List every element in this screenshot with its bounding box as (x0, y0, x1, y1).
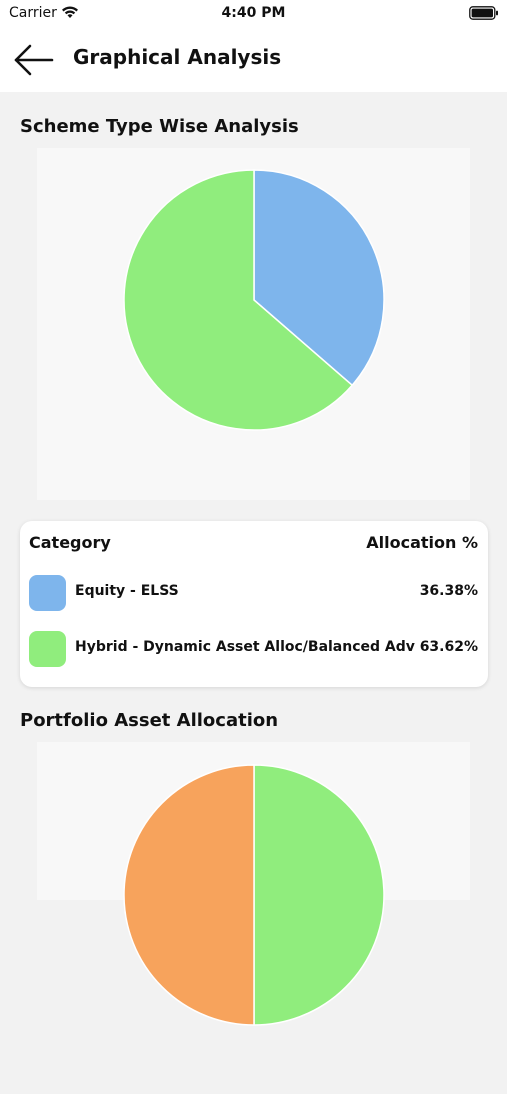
legend-row-equity[interactable]: Equity - ELSS 36.38% (20, 574, 488, 612)
legend-header-allocation: Allocation % (366, 533, 478, 552)
portfolio-pie-slice-1[interactable] (123, 764, 255, 1026)
scheme-type-pie-slice-1[interactable] (123, 169, 354, 431)
legend-swatch-hybrid (29, 631, 66, 667)
status-bar: Carrier 4:40 PM (0, 0, 507, 30)
scheme-type-pie-chart (37, 148, 470, 500)
page-title: Graphical Analysis (73, 45, 282, 69)
legend-swatch-equity (29, 575, 66, 611)
back-arrow-icon (14, 44, 54, 76)
wifi-icon (62, 6, 78, 18)
battery-icon (469, 6, 498, 20)
legend-header-category: Category (29, 533, 111, 552)
legend-label: Hybrid - Dynamic Asset Alloc/Balanced Ad… (75, 639, 415, 655)
back-button[interactable] (10, 40, 58, 80)
carrier-label: Carrier (9, 5, 57, 21)
navigation-bar: Graphical Analysis (0, 30, 507, 92)
portfolio-allocation-pie-svg (123, 764, 385, 1026)
scheme-type-section-title: Scheme Type Wise Analysis (20, 116, 299, 137)
scheme-type-pie-svg (123, 169, 385, 431)
legend-value: 63.62% (419, 639, 478, 655)
allocation-legend-card: Category Allocation % Equity - ELSS 36.3… (20, 521, 488, 687)
legend-row-hybrid[interactable]: Hybrid - Dynamic Asset Alloc/Balanced Ad… (20, 630, 488, 668)
portfolio-allocation-pie-chart (37, 742, 470, 1026)
scheme-type-pie-slice-0[interactable] (253, 169, 385, 387)
portfolio-pie-slice-0[interactable] (253, 764, 385, 1026)
clock-time: 4:40 PM (221, 5, 286, 21)
legend-label: Equity - ELSS (75, 583, 179, 599)
legend-value: 36.38% (419, 583, 478, 599)
portfolio-section-title: Portfolio Asset Allocation (20, 710, 279, 731)
